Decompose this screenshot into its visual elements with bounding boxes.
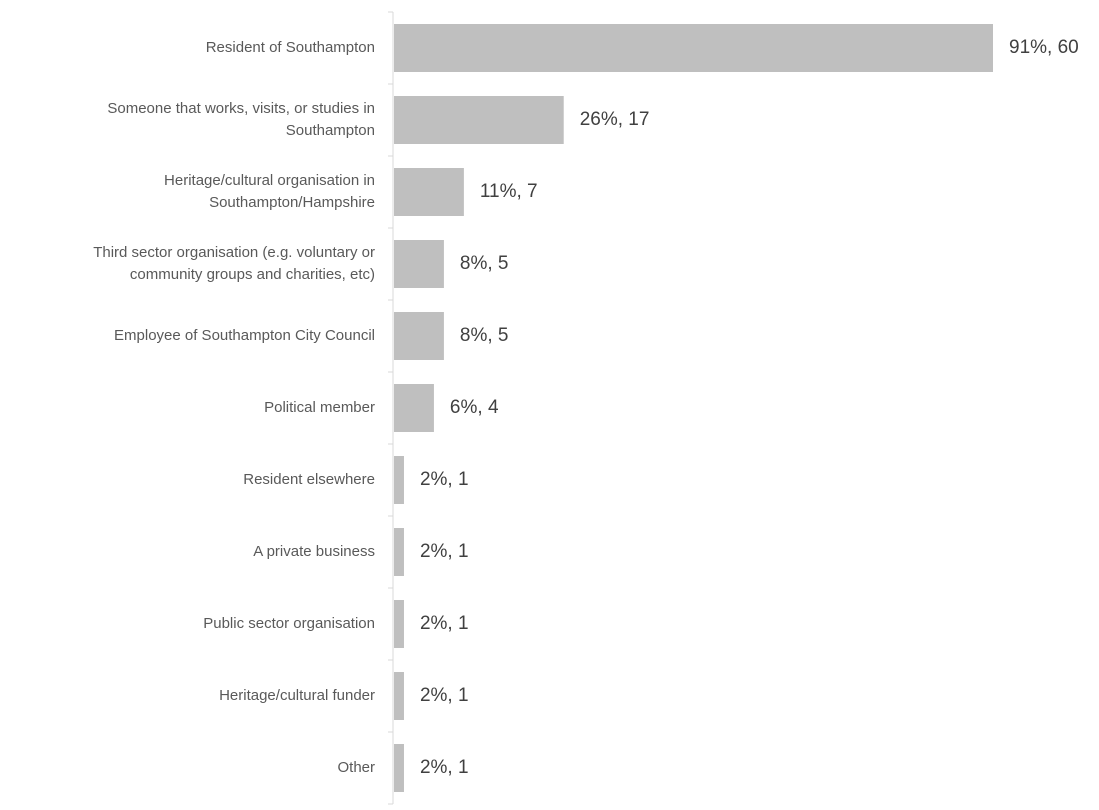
category-label-line: community groups and charities, etc) xyxy=(130,266,375,283)
category-label: Heritage/cultural funder xyxy=(219,687,375,704)
category-label: Resident of Southampton xyxy=(206,39,375,56)
category-label-line: Public sector organisation xyxy=(203,615,375,632)
data-label: 2%, 1 xyxy=(420,613,469,634)
category-label-line: A private business xyxy=(253,543,375,560)
category-label-line: Southampton xyxy=(286,122,375,139)
bar xyxy=(394,384,434,432)
category-label: Political member xyxy=(264,399,375,416)
category-label-line: Someone that works, visits, or studies i… xyxy=(107,100,375,117)
category-label-line: Southampton/Hampshire xyxy=(209,194,375,211)
category-label: Employee of Southampton City Council xyxy=(114,327,375,344)
category-label-line: Third sector organisation (e.g. voluntar… xyxy=(93,244,375,261)
category-label: Someone that works, visits, or studies i… xyxy=(107,100,375,139)
category-label: Resident elsewhere xyxy=(243,471,375,488)
data-labels: 91%, 60 26%, 17 11%, 7 8%, 5 8%, 5 6%, 4 2%, 1… xyxy=(420,37,1079,778)
bar xyxy=(394,96,564,144)
category-label-line: Employee of Southampton City Council xyxy=(114,327,375,344)
data-label: 11%, 7 xyxy=(480,181,538,202)
bar xyxy=(394,456,404,504)
category-labels: Resident of Southampton Someone that work… xyxy=(93,39,375,776)
category-label: Other xyxy=(337,759,375,776)
category-label: A private business xyxy=(253,543,375,560)
bars xyxy=(394,24,993,792)
category-label-line: Resident elsewhere xyxy=(243,471,375,488)
data-label: 2%, 1 xyxy=(420,541,469,562)
category-label-line: Heritage/cultural funder xyxy=(219,687,375,704)
data-label: 8%, 5 xyxy=(460,253,509,274)
data-label: 2%, 1 xyxy=(420,469,469,490)
category-label-line: Heritage/cultural organisation in xyxy=(164,172,375,189)
data-label: 91%, 60 xyxy=(1009,37,1079,58)
bar xyxy=(394,672,404,720)
category-axis xyxy=(388,11,394,805)
bar xyxy=(394,744,404,792)
category-label-line: Political member xyxy=(264,399,375,416)
category-label: Public sector organisation xyxy=(203,615,375,632)
data-label: 2%, 1 xyxy=(420,757,469,778)
bar xyxy=(394,312,444,360)
bar xyxy=(394,528,404,576)
bar xyxy=(394,24,993,72)
bar xyxy=(394,168,464,216)
bar xyxy=(394,240,444,288)
data-label: 8%, 5 xyxy=(460,325,509,346)
category-label-line: Resident of Southampton xyxy=(206,39,375,56)
category-label: Heritage/cultural organisation in Southam… xyxy=(164,172,375,211)
category-label-line: Other xyxy=(337,759,375,776)
bar xyxy=(394,600,404,648)
data-label: 6%, 4 xyxy=(450,397,499,418)
category-label: Third sector organisation (e.g. voluntar… xyxy=(93,244,375,283)
data-label: 2%, 1 xyxy=(420,685,469,706)
data-label: 26%, 17 xyxy=(580,109,650,130)
